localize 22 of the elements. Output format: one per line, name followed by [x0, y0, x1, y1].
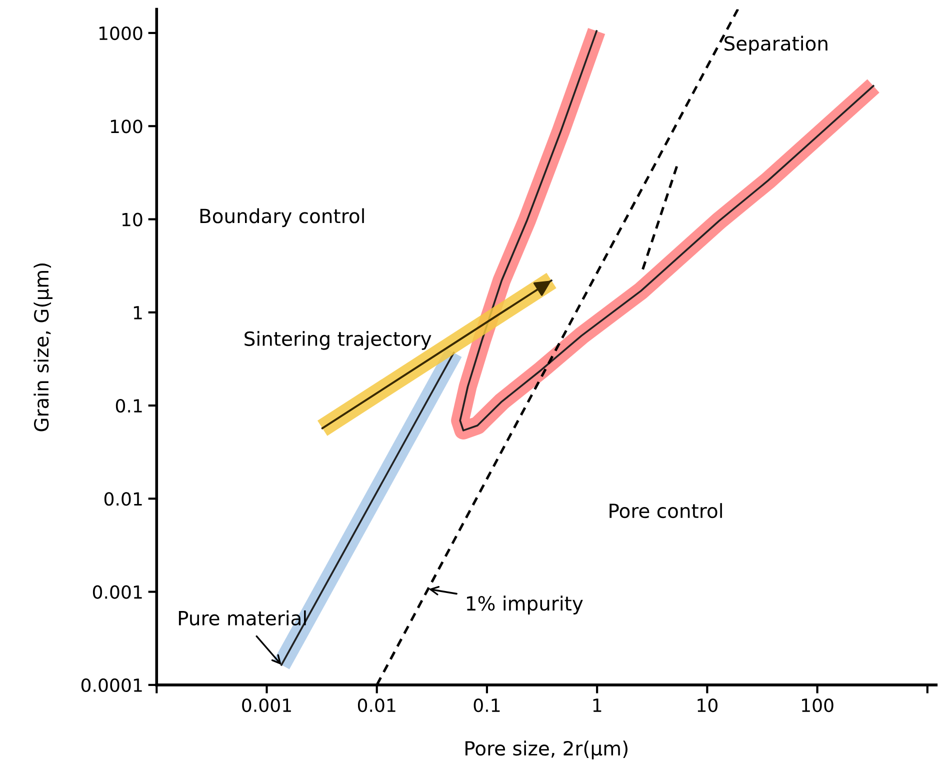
y-tick-label: 1000	[99, 26, 142, 40]
y-tick-label: 0.001	[92, 585, 142, 599]
y-axis-title: Grain size, G(µm)	[34, 263, 52, 432]
annotation: 1% impurity	[467, 596, 583, 614]
x-tick-label: 0.01	[358, 698, 396, 712]
x-tick-label: 100	[802, 698, 834, 712]
y-tick-label: 0.1	[116, 398, 142, 413]
y-tick-label: 0.01	[104, 492, 142, 506]
x-axis-title: Pore size, 2r(µm)	[466, 740, 628, 760]
y-tick-label: 0.0001	[81, 678, 142, 692]
y-tick-label: 100	[110, 120, 142, 134]
annotation: Separation	[724, 36, 828, 55]
x-tick-label: 10	[698, 698, 718, 712]
x-tick-label: 0.1	[474, 698, 500, 712]
y-tick-label: 10	[122, 212, 142, 226]
series-label: Sintering trajectory	[244, 331, 432, 350]
series-label: Pure material	[178, 610, 306, 626]
x-tick-label: 1	[593, 698, 602, 712]
annotation: Pore control	[610, 503, 722, 518]
annotation: Boundary control	[200, 208, 364, 228]
x-tick-label: 0.001	[242, 698, 291, 712]
y-tick-label: 1	[134, 306, 142, 320]
